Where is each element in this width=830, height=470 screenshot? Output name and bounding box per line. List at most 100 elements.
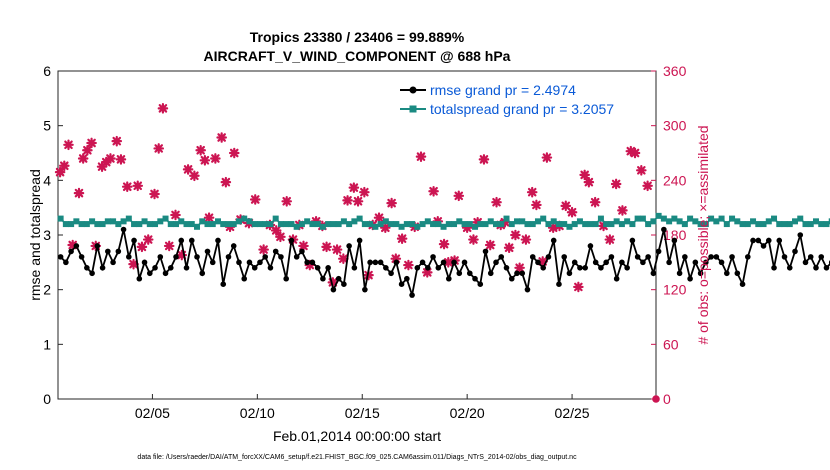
rmse-point xyxy=(598,265,604,271)
obs-assimilated-marker xyxy=(157,103,169,114)
rmse-point xyxy=(346,243,352,249)
rmse-point xyxy=(419,259,426,266)
totalspread-point xyxy=(131,221,138,228)
rmse-point xyxy=(577,265,583,271)
rmse-point xyxy=(356,237,363,244)
rmse-point xyxy=(734,270,741,277)
obs-assimilated-marker xyxy=(63,139,74,151)
totalspread-point xyxy=(702,221,709,228)
obs-assimilated-marker xyxy=(396,233,408,244)
totalspread-point xyxy=(456,218,463,225)
y-left-tick-label: 3 xyxy=(43,227,51,243)
obs-assimilated-marker xyxy=(625,145,637,157)
rmse-point xyxy=(498,254,505,260)
y-right-tick-label: 240 xyxy=(663,172,687,188)
rmse-point xyxy=(57,254,64,260)
totalspread-point xyxy=(818,221,825,228)
totalspread-point xyxy=(624,218,631,225)
x-tick-label: 02/25 xyxy=(555,405,590,421)
obs-assimilated-marker xyxy=(484,239,496,251)
rmse-point xyxy=(105,248,111,255)
rmse-point xyxy=(666,259,672,266)
rmse-point xyxy=(493,259,499,266)
rmse-point xyxy=(84,265,90,271)
obs-assimilated-marker xyxy=(96,161,108,172)
rmse-point xyxy=(724,270,730,277)
x-tick-label: 02/15 xyxy=(345,405,380,421)
totalspread-point xyxy=(78,221,85,228)
obs-assimilated-marker xyxy=(338,253,349,264)
obs-assimilated-marker xyxy=(617,205,628,216)
totalspread-point xyxy=(477,221,484,228)
rmse-point xyxy=(760,243,767,249)
rmse-point xyxy=(188,237,195,244)
obs-assimilated-marker xyxy=(142,234,154,245)
obs-assimilated-marker xyxy=(228,147,240,159)
totalspread-point xyxy=(256,221,263,228)
obs-assimilated-marker xyxy=(170,209,181,221)
totalspread-point xyxy=(461,221,468,228)
totalspread-point xyxy=(513,218,520,225)
totalspread-point xyxy=(713,218,720,225)
totalspread-point xyxy=(136,221,143,228)
totalspread-point xyxy=(246,218,253,225)
totalspread-point xyxy=(293,223,300,230)
totalspread-point xyxy=(650,218,657,225)
rmse-point xyxy=(288,237,295,244)
totalspread-point xyxy=(57,215,64,222)
legend-rmse-label: rmse grand pr = 2.4974 xyxy=(430,82,576,98)
totalspread-point xyxy=(729,215,736,222)
rmse-point xyxy=(94,243,101,249)
rmse-point xyxy=(430,254,436,260)
obs-assimilated-marker xyxy=(560,200,572,212)
obs-assimilated-marker xyxy=(541,152,553,163)
totalspread-point xyxy=(346,221,353,228)
obs-assimilated-marker xyxy=(566,206,578,218)
totalspread-point xyxy=(83,221,90,228)
totalspread-point xyxy=(435,221,442,228)
rmse-point xyxy=(204,248,211,255)
totalspread-point xyxy=(367,221,374,228)
obs-assimilated-marker xyxy=(281,195,293,207)
rmse-point xyxy=(162,270,169,277)
rmse-point xyxy=(786,265,793,271)
rmse-point xyxy=(640,259,646,266)
chart-title: Tropics 23380 / 23406 = 99.889% xyxy=(250,29,465,45)
rmse-point xyxy=(68,248,74,255)
rmse-point xyxy=(813,265,819,271)
rmse-point xyxy=(173,254,179,260)
totalspread-point xyxy=(524,221,531,228)
totalspread-point xyxy=(351,218,358,225)
rmse-point xyxy=(157,254,164,260)
totalspread-point xyxy=(781,221,788,228)
rmse-point xyxy=(225,254,232,260)
totalspread-point xyxy=(519,218,526,225)
rmse-point xyxy=(587,243,594,249)
obs-assimilated-marker xyxy=(642,180,653,192)
rmse-point xyxy=(110,259,116,266)
totalspread-point xyxy=(120,218,127,225)
rmse-point xyxy=(367,259,373,266)
obs-assimilated-marker xyxy=(352,195,364,207)
obs-assimilated-marker xyxy=(636,165,647,176)
totalspread-point xyxy=(645,221,652,228)
rmse-point xyxy=(545,254,552,260)
totalspread-point xyxy=(403,221,410,228)
rmse-point xyxy=(320,275,326,282)
rmse-point xyxy=(115,248,122,255)
totalspread-point xyxy=(377,221,384,228)
totalspread-point xyxy=(534,218,541,225)
obs-assimilated-marker xyxy=(189,170,200,182)
rmse-point xyxy=(645,254,651,260)
rmse-point xyxy=(304,259,310,266)
totalspread-point xyxy=(372,223,379,230)
totalspread-point xyxy=(152,221,159,228)
totalspread-point xyxy=(94,221,101,228)
rmse-point xyxy=(514,270,520,277)
rmse-point xyxy=(267,265,274,271)
totalspread-point xyxy=(445,221,452,228)
obs-assimilated-marker xyxy=(327,277,339,288)
totalspread-point xyxy=(466,221,473,228)
rmse-point xyxy=(461,259,468,266)
rmse-point xyxy=(241,275,248,282)
